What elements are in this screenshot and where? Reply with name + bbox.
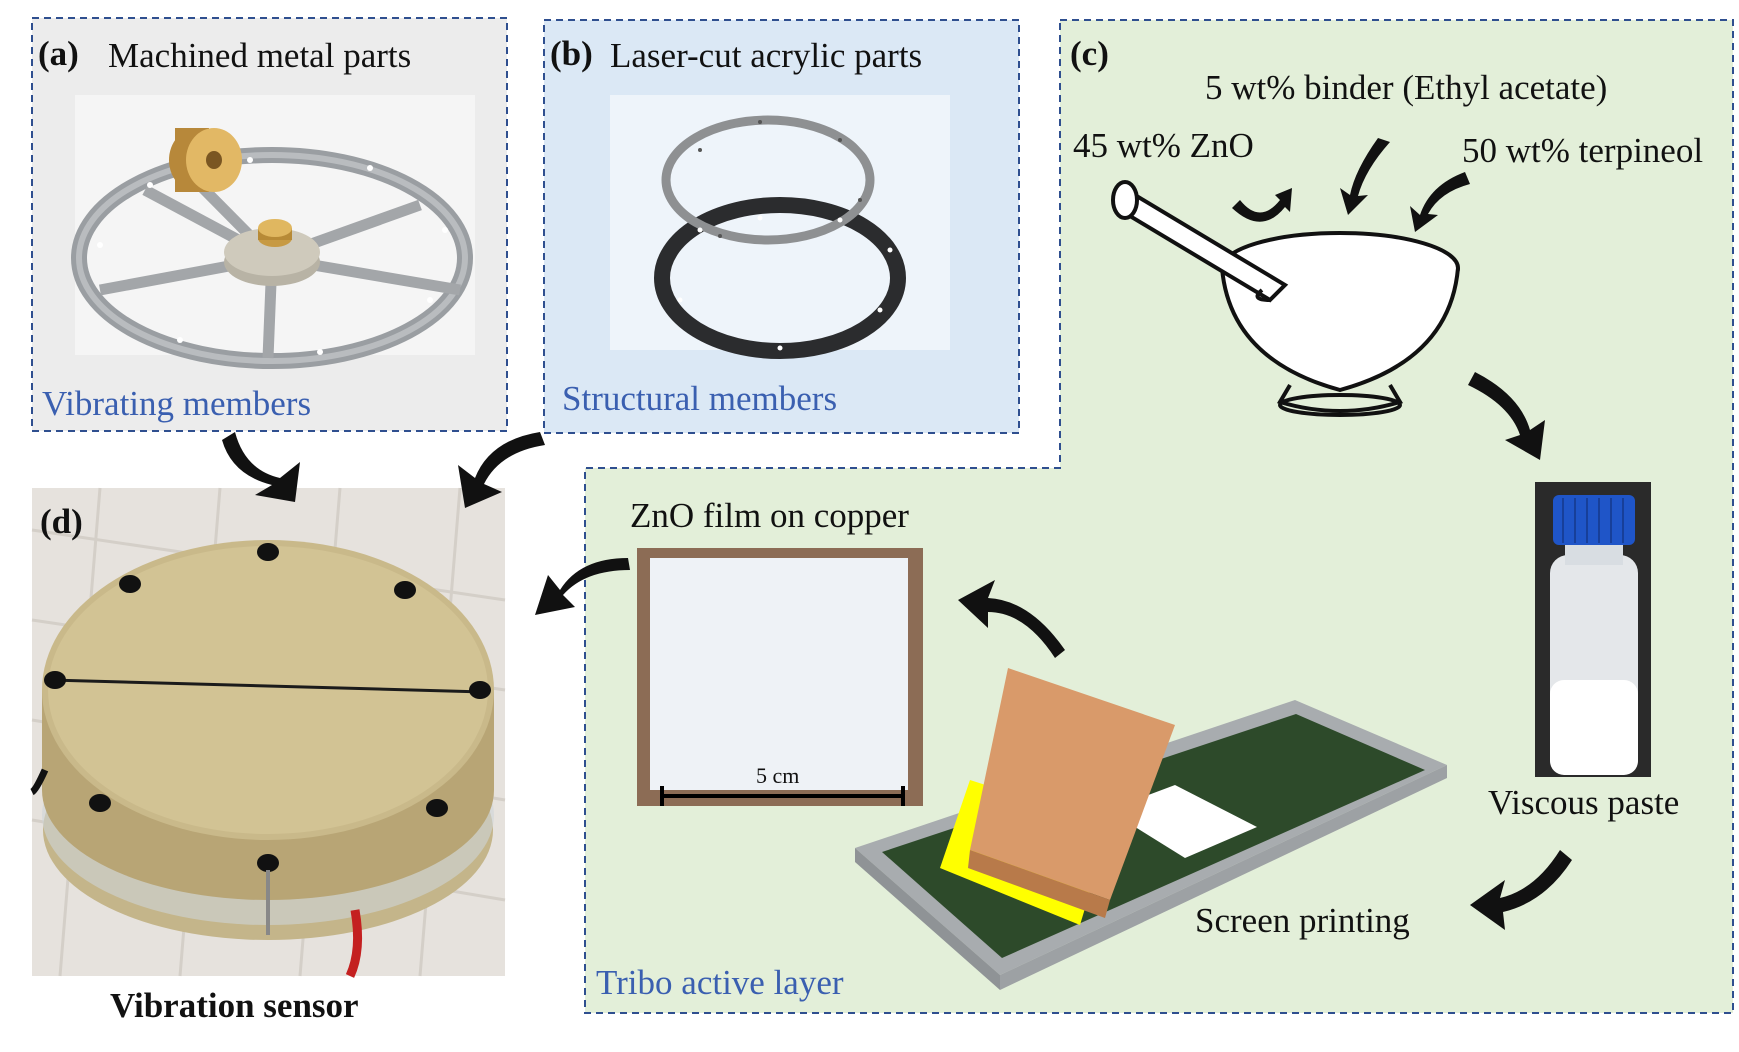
arrow-zno bbox=[1232, 188, 1292, 222]
panel-a-caption: Vibrating members bbox=[42, 384, 312, 423]
arrow-terpineol bbox=[1410, 172, 1470, 232]
scale-bar-label: 5 cm bbox=[756, 763, 800, 788]
arrow-mortar-to-vial bbox=[1468, 372, 1545, 460]
terpineol-label: 50 wt% terpineol bbox=[1462, 131, 1704, 170]
arrow-paste-to-screen bbox=[1470, 850, 1572, 930]
zno-film-photo bbox=[637, 548, 923, 806]
acrylic-rings-illustration bbox=[654, 115, 906, 359]
panel-b-letter: (b) bbox=[550, 34, 593, 73]
panel-a-letter: (a) bbox=[38, 34, 79, 73]
screen-printing-illustration bbox=[855, 668, 1447, 990]
zno-film-label: ZnO film on copper bbox=[630, 496, 909, 535]
sensor-photo bbox=[29, 487, 506, 978]
panel-d-letter: (d) bbox=[40, 502, 83, 541]
mortar-pestle-icon bbox=[1111, 180, 1460, 417]
panel-b-caption: Structural members bbox=[562, 379, 838, 418]
vial-photo bbox=[1535, 482, 1651, 777]
arrow-screen-to-film bbox=[958, 580, 1065, 658]
binder-label: 5 wt% binder (Ethyl acetate) bbox=[1205, 68, 1608, 107]
panel-c-caption: Tribo active layer bbox=[596, 963, 844, 1002]
arrows bbox=[222, 138, 1572, 930]
brass-disc-icon bbox=[169, 128, 242, 192]
panel-c-letter: (c) bbox=[1070, 34, 1109, 73]
metal-wheel-illustration bbox=[71, 128, 473, 369]
viscous-paste-label: Viscous paste bbox=[1488, 783, 1680, 822]
panel-a-title: Machined metal parts bbox=[108, 36, 412, 75]
arrow-b-to-d bbox=[458, 432, 545, 508]
arrow-a-to-d bbox=[222, 432, 300, 502]
screen-printing-label: Screen printing bbox=[1195, 901, 1410, 940]
arrow-binder bbox=[1340, 138, 1390, 215]
panel-b-title: Laser-cut acrylic parts bbox=[610, 36, 923, 75]
zno-label: 45 wt% ZnO bbox=[1073, 126, 1254, 165]
arrow-film-to-d bbox=[535, 558, 630, 615]
panel-d-caption: Vibration sensor bbox=[110, 986, 359, 1025]
